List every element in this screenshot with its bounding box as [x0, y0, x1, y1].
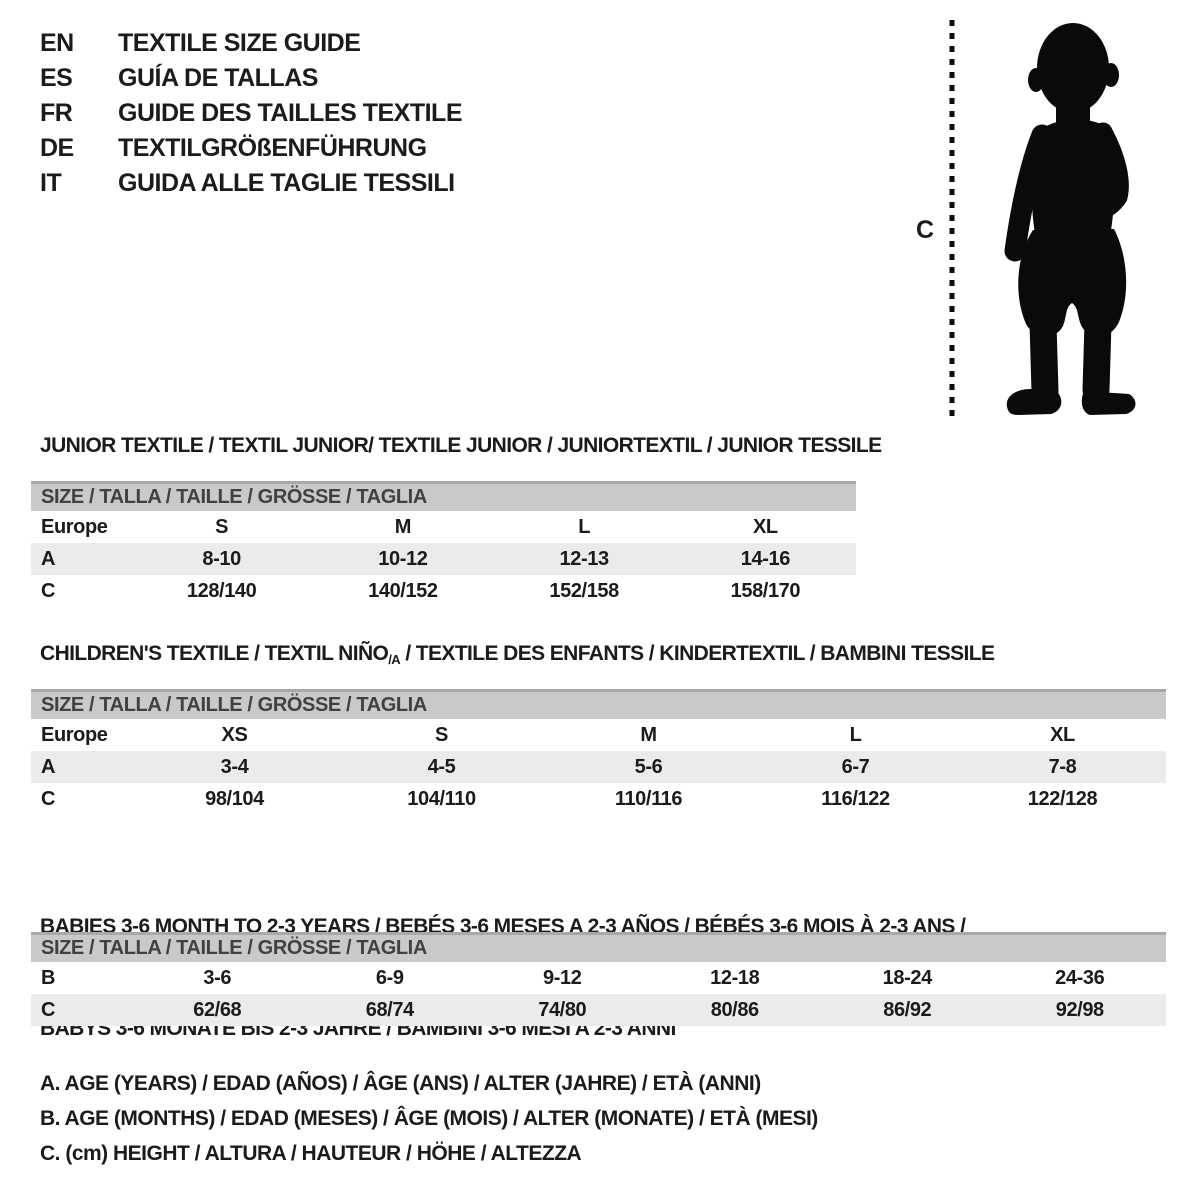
row-label: C: [41, 787, 56, 810]
table-cell: 3-4: [220, 755, 249, 778]
junior-section-title: JUNIOR TEXTILE / TEXTIL JUNIOR/ TEXTILE …: [40, 434, 882, 457]
height-measure-label: C: [916, 216, 935, 244]
column-header: XS: [221, 723, 248, 746]
table-cell: 6-9: [375, 966, 404, 989]
table-row: A 3-4 4-5 5-6 6-7 7-8: [31, 751, 1166, 783]
row-label: A: [41, 547, 56, 570]
table-cell: 14-16: [740, 547, 791, 570]
list-item: DE TEXTILGRÖßENFÜHRUNG: [40, 131, 462, 166]
row-label: C: [41, 579, 56, 602]
column-header: S: [215, 515, 229, 538]
table-row: C 62/68 68/74 74/80 80/86 86/92 92/98: [31, 994, 1166, 1026]
size-header-bar: SIZE / TALLA / TAILLE / GRÖSSE / TAGLIA: [31, 932, 1166, 962]
title-text: / TEXTILE DES ENFANTS / KINDERTEXTIL / B…: [400, 642, 995, 665]
guide-title: GUIDE DES TAILLES TEXTILE: [118, 99, 463, 127]
table-cell: 62/68: [193, 998, 242, 1021]
table-cell: 152/158: [549, 579, 619, 602]
table-cell: 158/170: [730, 579, 801, 602]
column-header: L: [578, 515, 591, 538]
language-code: ES: [40, 64, 73, 92]
column-header: XL: [752, 515, 778, 538]
legend-line-c: C. (cm) HEIGHT / ALTURA / HAUTEUR / HÖHE…: [40, 1142, 582, 1165]
table-cell: 68/74: [365, 998, 414, 1021]
size-header-bar: SIZE / TALLA / TAILLE / GRÖSSE / TAGLIA: [31, 481, 856, 511]
column-header: XL: [1050, 723, 1075, 746]
table-cell: 9-12: [543, 966, 582, 989]
column-header: Europe: [41, 723, 108, 746]
guide-title: TEXTILE SIZE GUIDE: [118, 29, 361, 57]
children-size-table: SIZE / TALLA / TAILLE / GRÖSSE / TAGLIA …: [31, 689, 1166, 815]
guide-title: TEXTILGRÖßENFÜHRUNG: [118, 134, 427, 162]
list-item: IT GUIDA ALLE TAGLIE TESSILI: [40, 166, 462, 201]
language-code: EN: [40, 29, 74, 57]
column-header: L: [849, 723, 862, 746]
table-cell: 140/152: [368, 579, 438, 602]
table-cell: 122/128: [1027, 787, 1098, 810]
table-cell: 10-12: [378, 547, 428, 570]
table-cell: 110/116: [614, 787, 683, 810]
table-cell: 5-6: [634, 755, 663, 778]
table-row: Europe XS S M L XL: [31, 719, 1166, 751]
table-cell: 3-6: [203, 966, 232, 989]
legend-line-b: B. AGE (MONTHS) / EDAD (MESES) / ÂGE (MO…: [40, 1107, 818, 1130]
table-cell: 80/86: [710, 998, 759, 1021]
list-item: FR GUIDE DES TAILLES TEXTILE: [40, 96, 463, 131]
language-code: FR: [40, 99, 73, 127]
measure-legend: A. AGE (YEARS) / EDAD (AÑOS) / ÂGE (ANS)…: [40, 1066, 818, 1171]
legend-line-a: A. AGE (YEARS) / EDAD (AÑOS) / ÂGE (ANS)…: [40, 1072, 761, 1095]
table-cell: 128/140: [186, 579, 257, 602]
junior-size-table: SIZE / TALLA / TAILLE / GRÖSSE / TAGLIA …: [31, 481, 856, 607]
language-code: IT: [40, 169, 62, 197]
table-row: C 98/104 104/110 110/116 116/122 122/128: [31, 783, 1166, 815]
table-cell: 92/98: [1055, 998, 1104, 1021]
table-cell: 18-24: [882, 966, 933, 989]
title-subscript: /A: [388, 652, 401, 667]
row-label: A: [41, 755, 56, 778]
column-header: M: [640, 723, 657, 746]
table-cell: 24-36: [1055, 966, 1105, 989]
table-cell: 12-18: [710, 966, 760, 989]
table-row: Europe S M L XL: [31, 511, 856, 543]
language-code: DE: [40, 134, 74, 162]
babies-size-table: SIZE / TALLA / TAILLE / GRÖSSE / TAGLIA …: [31, 932, 1166, 1026]
table-cell: 116/122: [821, 787, 890, 810]
title-text: CHILDREN'S TEXTILE / TEXTIL NIÑO: [40, 642, 389, 665]
table-row: B 3-6 6-9 9-12 12-18 18-24 24-36: [31, 962, 1166, 994]
guide-title: GUÍA DE TALLAS: [118, 64, 318, 92]
guide-title: GUIDA ALLE TAGLIE TESSILI: [118, 169, 455, 197]
table-cell: 74/80: [538, 998, 587, 1021]
children-section-title: CHILDREN'S TEXTILE / TEXTIL NIÑO/A / TEX…: [40, 642, 995, 667]
table-row: A 8-10 10-12 12-13 14-16: [31, 543, 856, 575]
toddler-silhouette: [949, 20, 1136, 416]
row-label: B: [41, 966, 56, 989]
table-cell: 8-10: [202, 547, 241, 570]
table-row: C 128/140 140/152 152/158 158/170: [31, 575, 856, 607]
table-cell: 12-13: [559, 547, 610, 570]
size-header-bar: SIZE / TALLA / TAILLE / GRÖSSE / TAGLIA: [31, 689, 1166, 719]
table-cell: 6-7: [841, 755, 870, 778]
table-cell: 86/92: [883, 998, 932, 1021]
column-header: Europe: [41, 515, 108, 538]
table-cell: 7-8: [1048, 755, 1077, 778]
column-header: M: [394, 515, 412, 538]
row-label: C: [41, 998, 56, 1021]
list-item: EN TEXTILE SIZE GUIDE: [40, 26, 462, 61]
language-title-list: EN TEXTILE SIZE GUIDE ES GUÍA DE TALLAS …: [40, 26, 463, 201]
table-cell: 104/110: [407, 787, 476, 810]
table-cell: 98/104: [205, 787, 264, 810]
column-header: S: [435, 723, 448, 746]
list-item: ES GUÍA DE TALLAS: [40, 61, 462, 96]
table-cell: 4-5: [427, 755, 456, 778]
